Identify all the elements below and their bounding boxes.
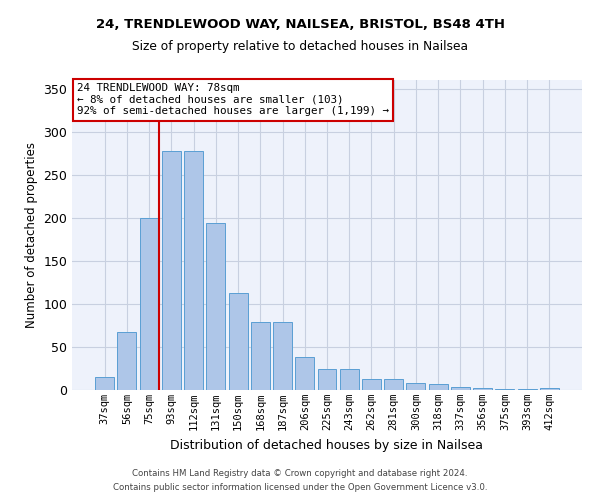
Bar [340, 370, 359, 390]
Bar [540, 388, 559, 390]
Bar [317, 370, 337, 390]
Bar [229, 292, 248, 390]
Bar [251, 322, 270, 390]
X-axis label: Distribution of detached houses by size in Nailsea: Distribution of detached houses by size … [170, 438, 484, 452]
Bar [429, 384, 448, 390]
Y-axis label: Number of detached properties: Number of detached properties [25, 142, 38, 328]
Bar [362, 379, 381, 390]
Text: Size of property relative to detached houses in Nailsea: Size of property relative to detached ho… [132, 40, 468, 53]
Bar [496, 389, 514, 390]
Bar [384, 379, 403, 390]
Text: 24, TRENDLEWOOD WAY, NAILSEA, BRISTOL, BS48 4TH: 24, TRENDLEWOOD WAY, NAILSEA, BRISTOL, B… [95, 18, 505, 30]
Bar [295, 358, 314, 390]
Bar [273, 322, 292, 390]
Bar [406, 383, 425, 390]
Text: Contains HM Land Registry data © Crown copyright and database right 2024.: Contains HM Land Registry data © Crown c… [132, 468, 468, 477]
Bar [162, 150, 181, 390]
Bar [451, 386, 470, 390]
Text: Contains public sector information licensed under the Open Government Licence v3: Contains public sector information licen… [113, 484, 487, 492]
Bar [206, 223, 225, 390]
Text: 24 TRENDLEWOOD WAY: 78sqm
← 8% of detached houses are smaller (103)
92% of semi-: 24 TRENDLEWOOD WAY: 78sqm ← 8% of detach… [77, 83, 389, 116]
Bar [95, 377, 114, 390]
Bar [184, 150, 203, 390]
Bar [473, 388, 492, 390]
Bar [140, 218, 158, 390]
Bar [518, 389, 536, 390]
Bar [118, 332, 136, 390]
